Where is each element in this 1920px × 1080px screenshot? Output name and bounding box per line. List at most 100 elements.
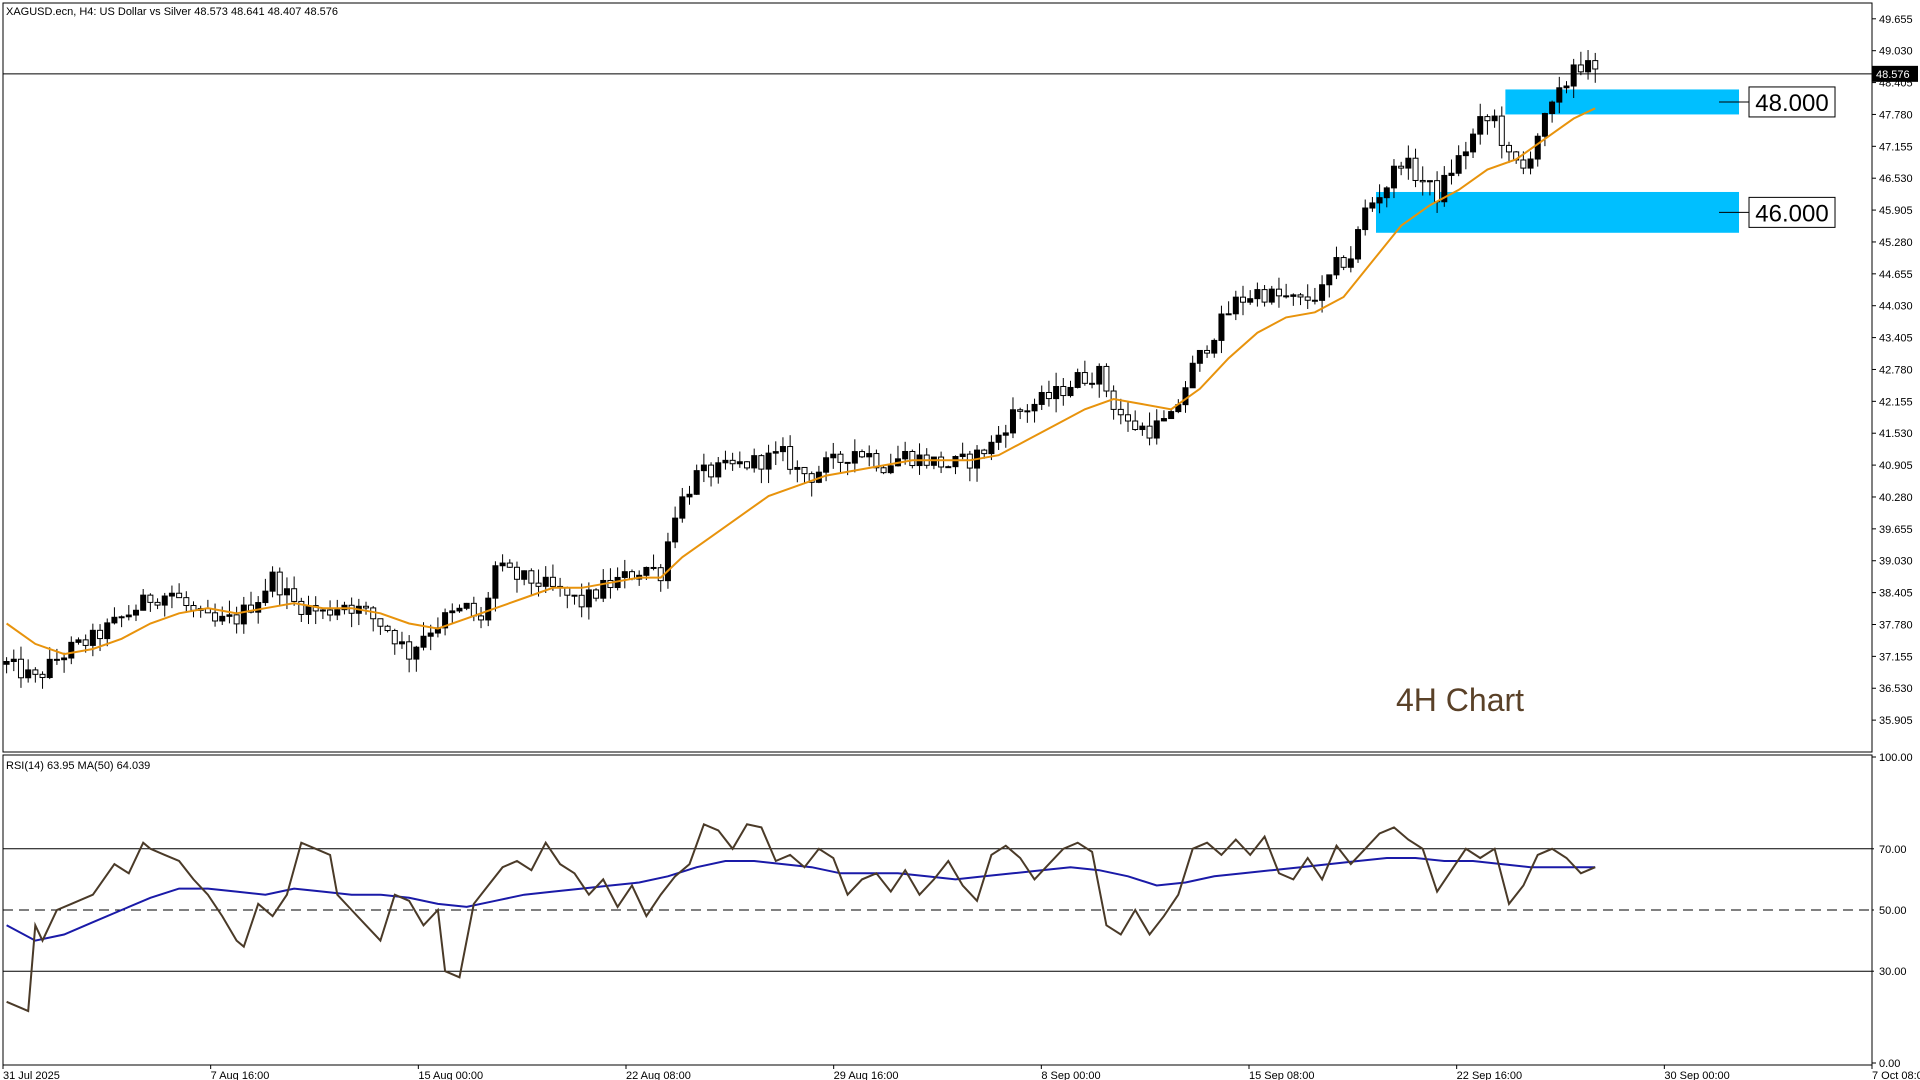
price-tick-label: 47.155 — [1879, 141, 1913, 153]
candle-body — [1549, 101, 1556, 114]
x-tick-label: 22 Aug 08:00 — [626, 1070, 691, 1080]
x-tick-label: 31 Jul 2025 — [3, 1070, 60, 1080]
x-tick-label: 15 Sep 08:00 — [1249, 1070, 1314, 1080]
candle-body — [499, 562, 506, 567]
candle-body — [1534, 135, 1541, 160]
candle-body — [744, 461, 751, 469]
candle-body — [1333, 257, 1340, 276]
price-tick-label: 39.655 — [1879, 524, 1913, 536]
price-tick-label: 39.030 — [1879, 556, 1913, 568]
price-pane-frame — [2, 2, 1873, 753]
candle-body — [427, 632, 434, 637]
candle-body — [377, 618, 384, 627]
candle-body — [1362, 207, 1369, 231]
candle-body — [981, 449, 988, 455]
candle-body — [664, 541, 671, 582]
candle-body — [844, 461, 851, 464]
rsi-level-tag — [1874, 841, 1912, 856]
candle-body — [909, 451, 916, 467]
candle-body — [708, 464, 715, 478]
x-tick-label: 7 Aug 16:00 — [211, 1070, 270, 1080]
candle-body — [1340, 257, 1347, 268]
candle-body — [859, 451, 866, 458]
candle-body — [1218, 313, 1225, 341]
candle-body — [161, 595, 168, 606]
candle-body — [327, 609, 334, 616]
candle-body — [1060, 386, 1067, 397]
candle-body — [1290, 294, 1297, 297]
candle-body — [413, 646, 420, 660]
candle-body — [1405, 157, 1412, 169]
candle-body — [1038, 391, 1045, 405]
candle-body — [147, 594, 154, 603]
candle-body — [887, 465, 894, 474]
price-tick-label: 41.530 — [1879, 428, 1913, 440]
candle-body — [168, 592, 175, 597]
candle-body — [68, 641, 75, 659]
candle-body — [420, 635, 427, 648]
candle-body — [276, 571, 283, 596]
candle-body — [851, 451, 858, 464]
candle-body — [118, 616, 125, 619]
candle-body — [406, 641, 413, 660]
candle-body — [1570, 64, 1577, 87]
candle-body — [449, 610, 456, 614]
candle-body — [17, 658, 24, 679]
rsi-pane: 100.00 70.00 50.00 30.00 0.00 — [2, 752, 1913, 1070]
candle-body — [456, 607, 463, 612]
candle-body — [1204, 349, 1211, 354]
candle-body — [1556, 87, 1563, 103]
candle-body — [772, 451, 779, 454]
candle-body — [643, 566, 650, 576]
candle-body — [1390, 165, 1397, 189]
candle-body — [650, 566, 657, 569]
price-tick-label: 40.905 — [1879, 460, 1913, 472]
candle-body — [1462, 151, 1469, 157]
candle-body — [10, 658, 17, 663]
candle-body — [1268, 288, 1275, 303]
candle-body — [1419, 179, 1426, 183]
candle-body — [621, 571, 628, 578]
candle-body — [1009, 409, 1016, 434]
candle-body — [183, 597, 190, 607]
candle-body — [1081, 372, 1088, 384]
rsi-tick-label: 100.00 — [1879, 752, 1913, 764]
candle-body — [470, 602, 477, 617]
candle-body — [571, 594, 578, 597]
price-tick-label: 45.905 — [1879, 205, 1913, 217]
candle-body — [787, 446, 794, 470]
candle-body — [1182, 387, 1189, 406]
x-tick-label: 22 Sep 16:00 — [1457, 1070, 1522, 1080]
candle-body — [89, 629, 96, 646]
x-tick-label: 7 Oct 08:00 — [1872, 1070, 1920, 1080]
candle-body — [442, 612, 449, 629]
current-price-tag — [1872, 65, 1918, 82]
candle-body — [391, 630, 398, 645]
support-zone — [1505, 89, 1740, 115]
candle-body — [959, 453, 966, 458]
candle-body — [1484, 116, 1491, 122]
candle-body — [1132, 420, 1139, 431]
candle-body — [765, 452, 772, 470]
candle-body — [154, 601, 161, 606]
price-tick-label: 42.155 — [1879, 396, 1913, 408]
candle-body — [398, 641, 405, 645]
candle-body — [513, 566, 520, 580]
price-tick-label: 44.030 — [1879, 301, 1913, 313]
candle-body — [866, 453, 873, 458]
candle-body — [32, 669, 39, 675]
candle-body — [902, 451, 909, 460]
candle-body — [1541, 112, 1548, 137]
candle-body — [1117, 408, 1124, 416]
candle-body — [384, 625, 391, 632]
candle-body — [1434, 180, 1441, 203]
candle-body — [1153, 420, 1160, 439]
candle-body — [1426, 180, 1433, 183]
candle-body — [1124, 414, 1131, 422]
rsi-line — [6, 822, 1596, 1013]
symbol-header: XAGUSD.ecn, H4: US Dollar vs Silver 48.5… — [6, 6, 338, 18]
candle-body — [226, 614, 233, 617]
moving-average-line — [6, 107, 1596, 656]
price-tick-label: 47.780 — [1879, 109, 1913, 121]
